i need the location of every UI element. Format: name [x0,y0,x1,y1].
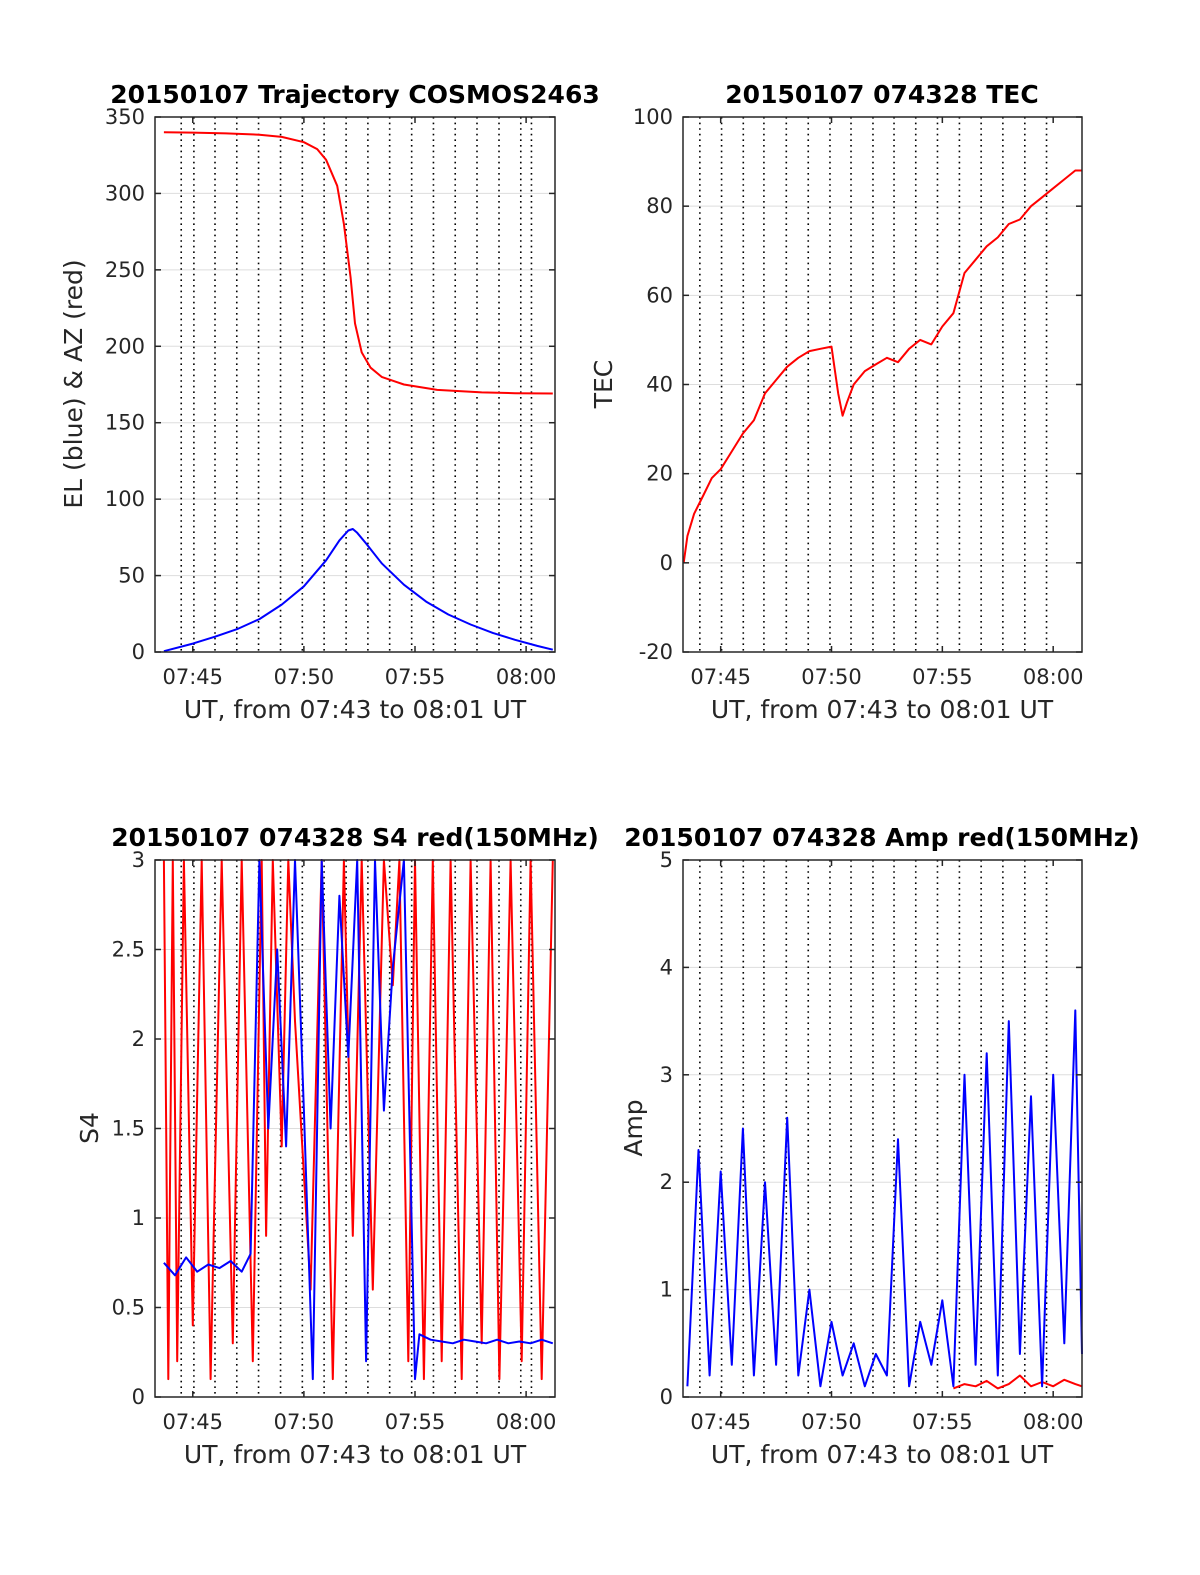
y-tick-label: 60 [646,283,673,307]
y-tick-label: 0.5 [112,1296,145,1320]
panel-amp: 20150107 074328 Amp red(150MHz) UT, from… [619,823,1140,1469]
series-line-red [953,1374,1083,1390]
y-axis-label: EL (blue) & AZ (red) [59,259,88,508]
y-tick-label: 0 [660,1385,673,1409]
axes-box [682,859,1083,1398]
x-tick-label: 07:50 [274,665,335,689]
series-line-blue [163,528,554,653]
y-tick-label: 40 [646,373,673,397]
series-line-red [163,131,553,395]
y-tick-label: 50 [118,564,145,588]
y-tick-label: 2 [132,1027,145,1051]
x-tick-label: 07:45 [690,665,751,689]
x-tick-label: 07:50 [801,1410,862,1434]
x-tick-label: 07:45 [690,1410,751,1434]
y-tick-label: 2.5 [112,938,145,962]
y-axis-label: TEC [589,360,618,410]
x-tick-label: 07:45 [163,1410,224,1434]
x-tick-label: 07:55 [912,1410,973,1434]
x-tick-label: 07:45 [163,665,224,689]
y-tick-label: 100 [105,487,145,511]
x-tick-label: 08:00 [1023,665,1084,689]
axes-box [154,116,556,653]
y-tick-label: 1.5 [112,1117,145,1141]
y-tick-label: 1 [132,1206,145,1230]
series-line-blue [163,859,554,1381]
y-tick-label: 20 [646,462,673,486]
x-axis-label: UT, from 07:43 to 08:01 UT [184,695,527,724]
y-tick-label: 150 [105,411,145,435]
x-axis-label: UT, from 07:43 to 08:01 UT [711,695,1054,724]
y-tick-label: 1 [660,1278,673,1302]
panel-trajectory: 20150107 Trajectory COSMOS2463 UT, from … [59,80,600,724]
x-tick-label: 07:50 [801,665,862,689]
x-tick-label: 08:00 [496,665,557,689]
y-tick-label: 0 [132,1385,145,1409]
y-tick-label: 3 [132,848,145,872]
series-line-red [682,169,1082,563]
y-tick-label: 100 [633,105,673,129]
y-tick-label: 5 [660,848,673,872]
x-tick-label: 07:55 [385,665,446,689]
y-axis-label: S4 [75,1112,104,1144]
y-tick-label: 0 [660,551,673,575]
y-tick-label: 4 [660,955,673,979]
y-tick-label: 200 [105,334,145,358]
series-line-blue [686,1009,1083,1388]
y-tick-label: 0 [132,640,145,664]
chart-title: 20150107 074328 Amp red(150MHz) [624,823,1140,852]
y-tick-label: 80 [646,194,673,218]
y-axis-label: Amp [619,1099,648,1156]
chart-title: 20150107 074328 S4 red(150MHz) [111,823,599,852]
x-tick-label: 08:00 [1023,1410,1084,1434]
panel-tec: 20150107 074328 TEC UT, from 07:43 to 08… [589,80,1083,724]
y-tick-label: 250 [105,258,145,282]
panel-s4: 20150107 074328 S4 red(150MHz) UT, from … [75,823,599,1469]
x-tick-label: 07:55 [385,1410,446,1434]
chart-title: 20150107 Trajectory COSMOS2463 [110,80,600,109]
y-tick-label: 300 [105,181,145,205]
x-axis-label: UT, from 07:43 to 08:01 UT [711,1440,1054,1469]
x-tick-label: 07:55 [912,665,973,689]
x-tick-label: 08:00 [496,1410,557,1434]
y-tick-label: 350 [105,105,145,129]
y-tick-label: 2 [660,1170,673,1194]
x-axis-label: UT, from 07:43 to 08:01 UT [184,1440,527,1469]
y-tick-label: 3 [660,1063,673,1087]
y-tick-label: -20 [639,640,673,664]
x-tick-label: 07:50 [274,1410,335,1434]
chart-title: 20150107 074328 TEC [725,80,1038,109]
